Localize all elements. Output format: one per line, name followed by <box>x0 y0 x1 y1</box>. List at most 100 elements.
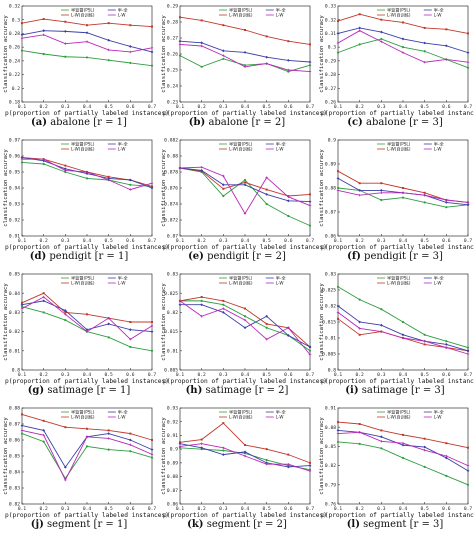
data-point <box>20 33 24 37</box>
y-tick-label: 0.82 <box>9 502 20 508</box>
data-point <box>151 185 153 188</box>
data-point <box>380 429 383 432</box>
data-point <box>265 461 269 465</box>
data-point <box>222 174 225 178</box>
x-tick-label: 0.3 <box>219 372 228 378</box>
x-axis-label: p(proportion of partially labeled instan… <box>5 512 169 519</box>
data-point <box>336 311 340 314</box>
data-point <box>200 303 204 307</box>
data-point <box>309 193 311 196</box>
legend-label: 半监督(PSL) <box>229 7 253 14</box>
y-tick-label: 0.88 <box>325 186 336 192</box>
data-point <box>336 189 340 192</box>
y-tick-label: 0.93 <box>9 202 20 208</box>
y-axis-label: classification accuracy <box>319 283 325 361</box>
x-tick-label: 0.1 <box>176 104 185 110</box>
data-point <box>107 22 110 25</box>
y-axis-label: classification accuracy <box>319 417 325 495</box>
data-point <box>401 191 405 194</box>
x-tick-label: 0.1 <box>18 238 27 244</box>
data-point <box>380 18 383 21</box>
caption-text: abalone [r = 1] <box>50 117 127 128</box>
x-tick-label: 0.6 <box>284 372 293 378</box>
y-tick-label: 0.89 <box>325 162 336 168</box>
x-tick-label: 0.3 <box>61 104 70 110</box>
x-tick-label: 0.5 <box>421 104 430 110</box>
data-point <box>107 48 110 52</box>
data-point <box>358 194 361 197</box>
caption-letter: (b) <box>188 117 206 128</box>
data-point <box>287 463 290 466</box>
x-tick-label: 0.3 <box>61 372 70 378</box>
legend-label: L-W <box>434 415 442 420</box>
legend-label: 半-全 <box>118 275 129 282</box>
data-point <box>150 330 154 333</box>
y-tick-label: 0.91 <box>167 433 178 439</box>
data-point <box>42 158 45 161</box>
data-point <box>358 320 362 324</box>
data-point <box>243 450 247 454</box>
data-point <box>308 349 312 352</box>
y-tick-label: 0.87 <box>9 422 20 428</box>
data-point <box>200 299 203 302</box>
y-tick-label: 0.81 <box>325 336 336 342</box>
y-axis-label: classification accuracy <box>161 15 167 93</box>
x-tick-label: 0.1 <box>18 372 27 378</box>
y-tick-label: 0.29 <box>325 58 336 64</box>
data-point <box>129 183 132 186</box>
data-point <box>42 52 45 56</box>
caption-letter: (i) <box>345 385 359 396</box>
x-tick-label: 0.7 <box>148 104 157 110</box>
y-tick-label: 0.3 <box>328 45 337 51</box>
panel-caption: (h) satimage [r = 2] <box>158 385 316 396</box>
data-point <box>358 26 362 30</box>
legend-label: L-W(自训练) <box>229 414 253 421</box>
data-point <box>286 199 290 203</box>
data-point <box>20 424 24 427</box>
y-tick-label: 0.805 <box>164 368 178 374</box>
x-tick-label: 0.5 <box>105 238 114 244</box>
data-point <box>128 178 132 182</box>
data-point <box>423 449 426 452</box>
x-tick-label: 0.3 <box>61 238 70 244</box>
data-point <box>222 446 225 449</box>
caption-text: satimage [r = 2] <box>205 385 289 396</box>
x-tick-label: 0.6 <box>284 104 293 110</box>
y-axis-label: classification accuracy <box>161 149 167 227</box>
x-tick-label: 0.2 <box>198 506 207 512</box>
data-point <box>336 285 340 288</box>
data-point <box>337 20 339 23</box>
data-point <box>221 49 225 53</box>
y-tick-label: 0.87 <box>167 488 178 494</box>
data-point <box>107 38 111 42</box>
data-point <box>129 61 132 65</box>
data-point <box>244 29 246 31</box>
data-point <box>308 70 312 73</box>
y-tick-label: 0.85 <box>9 272 20 278</box>
panel-caption: (c) abalone [r = 3] <box>316 117 474 128</box>
legend-label: 半监督(PSL) <box>71 7 95 14</box>
data-point <box>379 323 383 327</box>
y-tick-label: 0.24 <box>167 84 178 90</box>
legend-label: 半监督(PSL) <box>387 141 411 148</box>
chart-panel-f: 0.86 0.87 0.88 0.89 0.9 0.1 0.2 0.3 0.4 0.5 0.6 0.7… <box>316 134 474 267</box>
y-tick-label: 0.85 <box>9 454 20 460</box>
y-tick-label: 0.82 <box>325 304 336 310</box>
data-point <box>287 40 290 43</box>
line-chart-a: 0.18 0.2 0.22 0.24 0.26 0.28 0.3 0.32 0.1 0.2 0.3 0… <box>3 4 169 117</box>
data-point <box>445 58 448 61</box>
data-point <box>466 469 470 473</box>
caption-text: segment [r = 3] <box>363 519 444 530</box>
data-point <box>64 426 67 429</box>
data-point <box>265 448 268 451</box>
y-tick-label: 0.29 <box>167 4 178 10</box>
x-tick-label: 0.3 <box>219 104 228 110</box>
line-chart-k: 0.86 0.87 0.88 0.89 0.9 0.91 0.92 0.93 0.1 0.2 0.3… <box>161 406 327 519</box>
data-point <box>222 422 225 425</box>
chart-panel-i: 0.8 0.805 0.81 0.815 0.82 0.825 0.83 0.1 0.2 0.3 0… <box>316 268 474 401</box>
data-point <box>179 16 181 19</box>
data-point <box>178 303 182 307</box>
y-tick-label: 0.825 <box>164 291 178 297</box>
x-tick-label: 0.5 <box>263 238 272 244</box>
legend-label: L-W <box>434 281 442 286</box>
